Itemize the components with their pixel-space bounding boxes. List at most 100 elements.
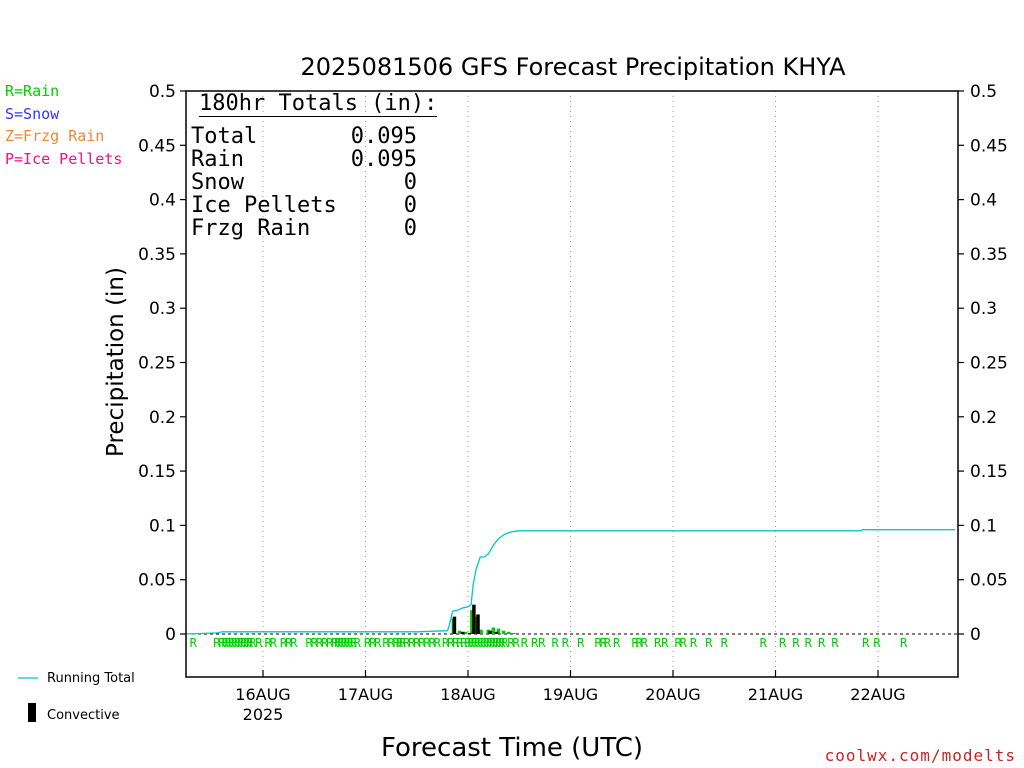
ptype-marker: R	[364, 636, 372, 650]
convective-bar	[452, 616, 457, 634]
x-tick-label: 16AUG	[235, 685, 290, 704]
y-tick-label-right: 0.1	[970, 516, 997, 536]
ptype-marker: R	[434, 636, 442, 650]
ptype-marker: R	[498, 636, 506, 650]
x-tick-label: 17AUG	[338, 685, 393, 704]
ptype-marker: R	[334, 636, 342, 650]
rain-bar	[470, 610, 474, 634]
y-tick-label: 0.4	[149, 191, 176, 211]
ptype-marker: R	[343, 636, 351, 650]
ptype-marker: R	[661, 636, 669, 650]
totals-label: Ice Pellets	[191, 193, 337, 218]
x-tick-label: 20AUG	[645, 685, 700, 704]
ptype-marker: R	[654, 636, 662, 650]
ptype-marker: R	[460, 636, 468, 650]
ptype-marker: R	[636, 636, 644, 650]
ptype-marker: R	[604, 636, 612, 650]
x-tick-label: 18AUG	[440, 685, 495, 704]
ptype-marker: R	[396, 636, 404, 650]
ptype-marker: R	[326, 636, 334, 650]
ptype-marker: R	[382, 636, 390, 650]
ptype-marker: R	[249, 636, 257, 650]
ptype-marker: R	[225, 636, 233, 650]
ptype-marker: R	[452, 636, 460, 650]
x-axis-label: Forecast Time (UTC)	[380, 733, 643, 763]
y-tick-label: 0.2	[149, 408, 176, 428]
ptype-marker: R	[218, 636, 226, 650]
rain-bar	[486, 629, 490, 634]
ptype-marker: R	[337, 636, 345, 650]
ptype-marker: R	[862, 636, 870, 650]
watermark[interactable]: coolwx.com/modelts	[824, 746, 1016, 765]
totals-value: 0	[403, 216, 417, 241]
ptype-marker: R	[474, 636, 482, 650]
ptype-marker: R	[221, 636, 229, 650]
y-tick-label-right: 0.3	[970, 299, 997, 319]
ptype-marker: R	[690, 636, 698, 650]
totals-value: 0	[403, 193, 417, 218]
ptype-marker: R	[483, 636, 491, 650]
ptype-marker: R	[507, 636, 515, 650]
ptype-marker: R	[641, 636, 649, 650]
y-tick-label: 0	[165, 625, 176, 645]
ptype-marker: R	[237, 636, 245, 650]
ptype-marker: R	[595, 636, 603, 650]
ptype-marker: R	[464, 636, 472, 650]
y-tick-label: 0.35	[138, 245, 176, 265]
rain-bar	[491, 627, 496, 634]
ptype-marker: R	[513, 636, 521, 650]
y-tick-label-right: 0.4	[970, 191, 997, 211]
ptype-marker: R	[477, 636, 485, 650]
ptype-marker: R	[873, 636, 881, 650]
running-total-line	[186, 529, 955, 635]
ptype-marker: R	[403, 636, 411, 650]
ptype-marker: R	[447, 636, 455, 650]
totals-label: Total	[191, 124, 258, 149]
ptype-marker: R	[255, 636, 263, 650]
y-tick-label-right: 0.15	[970, 462, 1008, 482]
totals-label: Frzg Rain	[191, 216, 311, 241]
convective-bar	[460, 631, 465, 634]
ptype-marker: R	[538, 636, 546, 650]
convective-bar	[488, 630, 493, 634]
ptype-marker: R	[306, 636, 314, 650]
ptype-marker: R	[480, 636, 488, 650]
ptype-marker: R	[243, 636, 251, 650]
ptype-marker: R	[818, 636, 826, 650]
ptype-marker: R	[290, 636, 298, 650]
ptype-marker: R	[399, 636, 407, 650]
rain-bar	[474, 616, 478, 634]
x-tick-label: 21AUG	[748, 685, 803, 704]
ptype-marker: R	[680, 636, 688, 650]
y-tick-label-right: 0	[970, 625, 981, 645]
rain-bar	[507, 631, 511, 634]
ptype-marker: R	[393, 636, 401, 650]
y-tick-label-right: 0.2	[970, 408, 997, 428]
ptype-marker: R	[423, 636, 431, 650]
ptype-marker: R	[467, 636, 475, 650]
ptype-marker: R	[521, 636, 529, 650]
y-tick-label: 0.45	[138, 136, 176, 156]
ptype-marker: R	[270, 636, 278, 650]
running-total-legend-label: Running Total	[47, 671, 135, 686]
rain-bar	[457, 630, 462, 634]
ptype-marker: R	[675, 636, 683, 650]
bottom-legend: Running Total Convective	[18, 671, 135, 723]
ptype-marker: R	[471, 636, 479, 650]
x-tick-sublabel: 2025	[243, 705, 284, 724]
ptype-marker: R	[501, 636, 509, 650]
legend-snow: S=Snow	[5, 105, 60, 123]
ptype-marker: R	[600, 636, 608, 650]
convective-bar	[476, 614, 480, 634]
y-tick-label-right: 0.35	[970, 245, 1008, 265]
legend-frzg-rain: Z=Frzg Rain	[5, 127, 105, 145]
totals-value: 0	[403, 170, 417, 195]
ptype-marker: R	[429, 636, 437, 650]
convective-legend-swatch	[28, 703, 36, 722]
legend-ice-pellets: P=Ice Pellets	[5, 150, 123, 168]
axes-group	[180, 90, 964, 678]
rain-bar	[496, 628, 501, 634]
ptype-marker: R	[486, 636, 494, 650]
